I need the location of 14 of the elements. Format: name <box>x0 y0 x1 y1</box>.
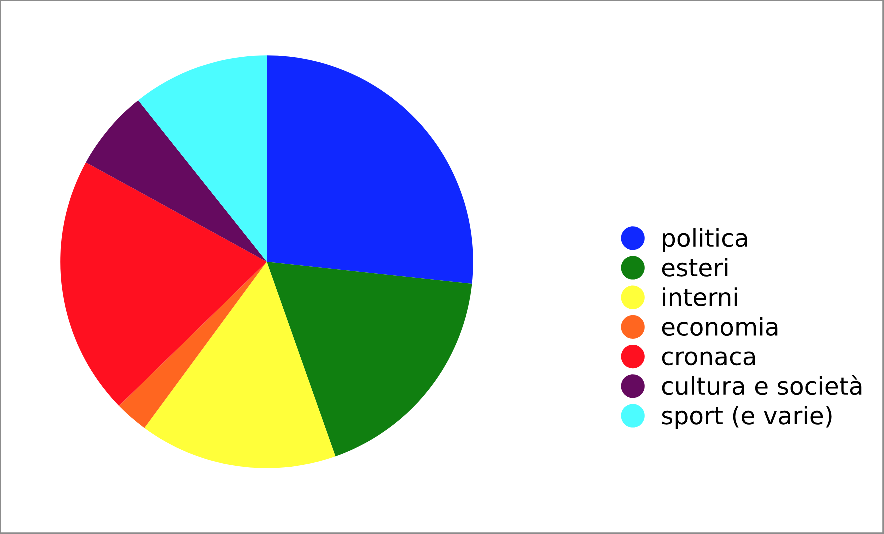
pie-slice <box>138 56 267 262</box>
legend-label: sport (e varie) <box>662 406 832 430</box>
legend-label: cronaca <box>662 352 756 366</box>
legend-label: economia <box>662 317 778 336</box>
pie-slice <box>144 262 336 468</box>
legend-label: interni <box>663 288 738 306</box>
pie-slice <box>60 162 267 406</box>
pie-slice <box>267 56 474 284</box>
pie-slice <box>267 262 472 457</box>
legend-label: cultura e società <box>662 375 862 396</box>
legend-label: esteri <box>662 258 728 277</box>
legend-label: politica <box>663 228 748 252</box>
pie-slice <box>119 262 267 428</box>
pie-slice <box>86 100 267 262</box>
